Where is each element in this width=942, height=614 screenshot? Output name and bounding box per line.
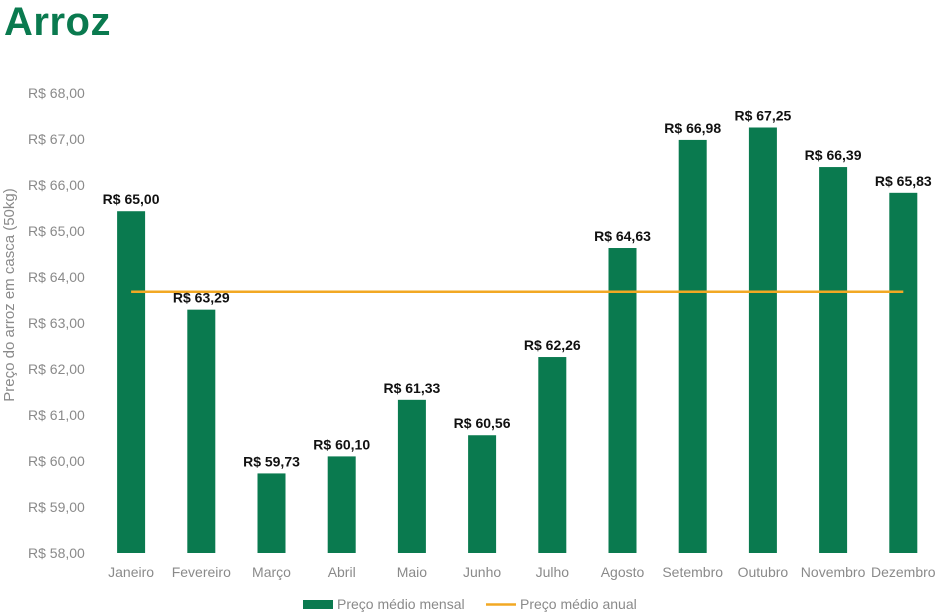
bar (678, 139, 707, 554)
bar (819, 167, 848, 553)
y-tick-label: R$ 63,00 (28, 315, 85, 331)
legend-label-annual: Preço médio anual (520, 596, 637, 612)
bar-data-label: R$ 66,98 (664, 120, 721, 136)
bar (397, 399, 426, 553)
y-tick-label: R$ 60,00 (28, 453, 85, 469)
y-tick-label: R$ 67,00 (28, 131, 85, 147)
x-category-label: Julho (536, 564, 570, 580)
bar-data-label: R$ 63,29 (173, 290, 230, 306)
x-category-label: Novembro (801, 564, 866, 580)
chart-title: Arroz (4, 0, 111, 44)
y-tick-label: R$ 66,00 (28, 177, 85, 193)
bar (327, 456, 356, 553)
bar (748, 127, 777, 553)
bar-data-label: R$ 60,56 (454, 415, 511, 431)
bar (889, 192, 918, 553)
y-tick-label: R$ 58,00 (28, 545, 85, 561)
legend-swatch-monthly (303, 600, 333, 609)
y-tick-label: R$ 61,00 (28, 407, 85, 423)
legend-label-monthly: Preço médio mensal (337, 596, 465, 612)
x-category-label: Junho (463, 564, 501, 580)
x-category-label: Fevereiro (172, 564, 231, 580)
bar-data-label: R$ 67,25 (734, 108, 791, 124)
y-tick-label: R$ 62,00 (28, 361, 85, 377)
y-tick-label: R$ 64,00 (28, 269, 85, 285)
y-tick-label: R$ 68,00 (28, 85, 85, 101)
bar (468, 435, 497, 553)
bar-data-label: R$ 60,10 (313, 436, 370, 452)
bar (608, 248, 637, 553)
bar-data-label: R$ 66,39 (805, 147, 862, 163)
y-tick-label: R$ 59,00 (28, 499, 85, 515)
bar (117, 211, 146, 553)
x-category-label: Abril (328, 564, 356, 580)
x-category-label: Agosto (601, 564, 645, 580)
bar-data-label: R$ 65,83 (875, 173, 932, 189)
y-tick-label: R$ 65,00 (28, 223, 85, 239)
x-category-label: Janeiro (108, 564, 154, 580)
bar-data-label: R$ 62,26 (524, 337, 581, 353)
x-category-label: Maio (397, 564, 428, 580)
y-axis-label: Preço do arroz em casca (50kg) (1, 188, 18, 401)
bar-data-label: R$ 65,00 (103, 191, 160, 207)
x-category-label: Outubro (738, 564, 789, 580)
x-category-label: Março (252, 564, 291, 580)
bar (257, 473, 286, 553)
bar (538, 357, 567, 553)
bar-data-label: R$ 61,33 (383, 380, 440, 396)
bar-data-label: R$ 64,63 (594, 228, 651, 244)
x-category-label: Dezembro (871, 564, 936, 580)
bar-data-label: R$ 59,73 (243, 453, 300, 469)
bar (187, 309, 216, 553)
x-category-label: Setembro (662, 564, 723, 580)
